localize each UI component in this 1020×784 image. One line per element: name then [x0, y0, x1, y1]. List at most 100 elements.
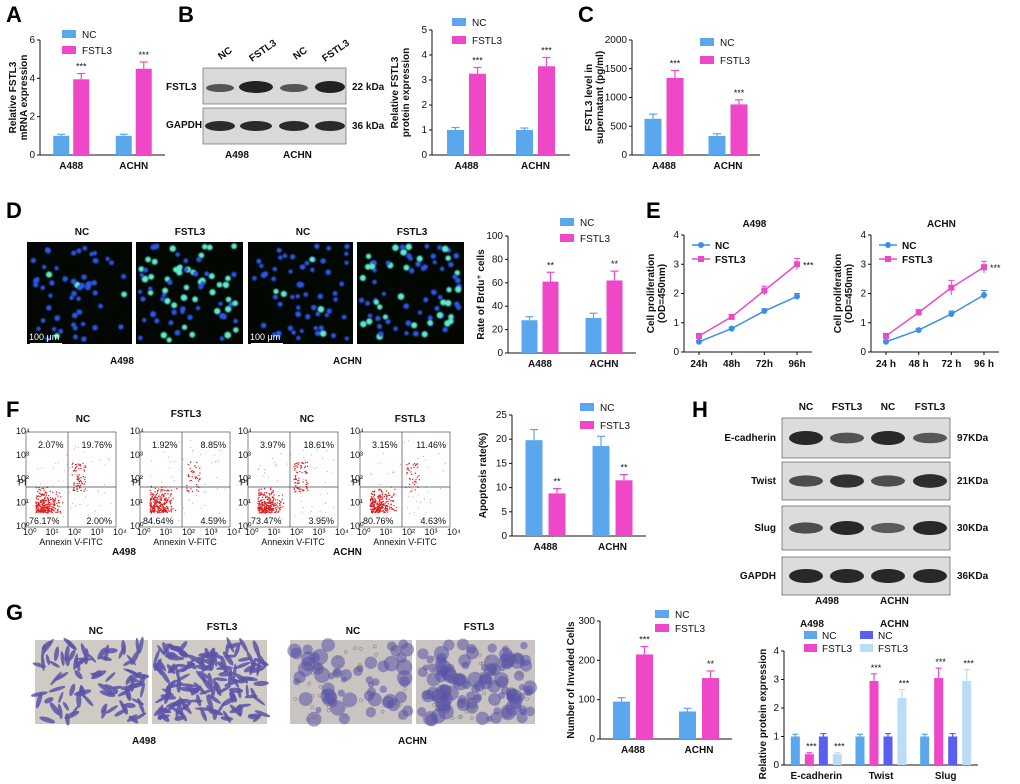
flow-event: [215, 461, 217, 463]
flow-event: [95, 510, 97, 512]
flow-event: [154, 491, 156, 493]
invaded-cell: [208, 707, 224, 716]
flow-event: [36, 498, 38, 500]
blot-h-band: [789, 569, 823, 583]
flow-event: [268, 506, 270, 508]
flow-event: [49, 510, 51, 512]
flow-event: [304, 465, 307, 467]
flow-event: [298, 488, 301, 491]
nucleus: [252, 275, 257, 281]
flow-event: [55, 462, 57, 464]
flow-event: [389, 518, 391, 520]
legend-swatch-nc: [580, 403, 594, 411]
nucleus: [415, 261, 421, 267]
flow-event: [263, 487, 266, 490]
nucleus: [299, 264, 306, 270]
flow-event: [99, 505, 101, 507]
flow-event: [298, 487, 300, 489]
flow-event: [293, 478, 295, 481]
invaded-cell: [135, 637, 140, 655]
flow-event: [191, 502, 193, 504]
nucleus: [196, 256, 202, 263]
nucleus: [439, 266, 445, 272]
flow-event: [224, 488, 226, 490]
flow-event: [389, 506, 391, 508]
flow-x-tick: 10¹: [268, 527, 281, 537]
flow-event: [277, 511, 279, 514]
nucleus: [393, 326, 398, 332]
flow-event: [197, 465, 199, 467]
flow-event: [44, 506, 47, 508]
flow-event: [55, 511, 57, 514]
blot-b-band: [279, 121, 309, 131]
flow-event: [44, 511, 47, 513]
nucleus: [412, 330, 419, 337]
flow-event: [78, 482, 80, 485]
invaded-cell: [207, 694, 221, 704]
y-axis-label: Rate of Brdu⁺ cells: [476, 249, 487, 340]
flow-event: [41, 494, 43, 496]
flow-event: [372, 503, 375, 505]
membrane-pore: [435, 706, 439, 711]
flow-event: [157, 506, 159, 509]
flow-event: [57, 495, 59, 497]
quadrant-ll: 84.64%: [143, 516, 174, 526]
invaded-cell: [486, 715, 493, 722]
flow-event: [60, 512, 62, 514]
flow-event: [406, 468, 408, 471]
flow-event: [425, 459, 427, 461]
flow-event: [87, 514, 89, 516]
nucleus: [381, 291, 387, 296]
flow-event: [160, 499, 163, 502]
invaded-cell: [207, 672, 213, 689]
flow-event: [52, 468, 54, 470]
flow-event: [153, 511, 155, 513]
nucleus: [326, 308, 332, 314]
flow-event: [375, 510, 377, 512]
invaded-cell: [396, 670, 413, 686]
bar-h-nc-achn: [818, 736, 828, 765]
flow-event: [408, 463, 410, 465]
flow-event: [410, 490, 412, 493]
membrane-pore: [305, 717, 310, 722]
flow-event: [50, 502, 52, 504]
brdu-positive-nucleus: [445, 299, 452, 307]
flow-event: [384, 519, 386, 521]
invaded-cell: [176, 698, 193, 704]
brdu-positive-nucleus: [454, 286, 462, 293]
flow-event: [383, 503, 385, 505]
flow-event: [407, 466, 409, 469]
flow-event: [104, 464, 106, 466]
bar-nc-achn: [585, 317, 602, 353]
flow-x-tick: 10²: [290, 527, 303, 537]
flow-event: [164, 499, 167, 502]
nucleus: [376, 323, 382, 329]
flow-event: [54, 497, 57, 499]
flow-event: [41, 499, 44, 501]
flow-event: [314, 468, 316, 470]
flow-event: [295, 485, 297, 487]
invaded-cell: [457, 638, 469, 651]
nucleus: [271, 276, 277, 282]
flow-event: [417, 494, 419, 496]
flow-event: [303, 489, 305, 491]
flow-event: [306, 472, 308, 474]
flow-event: [389, 500, 392, 502]
y-tick-label: 2: [421, 100, 427, 111]
significance-label: ***: [935, 657, 946, 667]
quadrant-ur: 18.61%: [303, 440, 334, 450]
brdu-positive-nucleus: [145, 256, 151, 263]
invaded-cell: [181, 701, 192, 711]
flow-event: [35, 504, 37, 507]
invaded-cell: [525, 688, 532, 696]
flow-event: [417, 506, 419, 508]
flow-event: [272, 509, 275, 511]
point-nc: [761, 308, 768, 315]
nucleus: [81, 336, 87, 342]
legend-swatch-fstl3: [700, 56, 714, 64]
invaded-cell: [57, 704, 63, 719]
flow-event: [189, 467, 191, 469]
flow-event: [272, 500, 274, 502]
invaded-cell: [519, 708, 527, 716]
